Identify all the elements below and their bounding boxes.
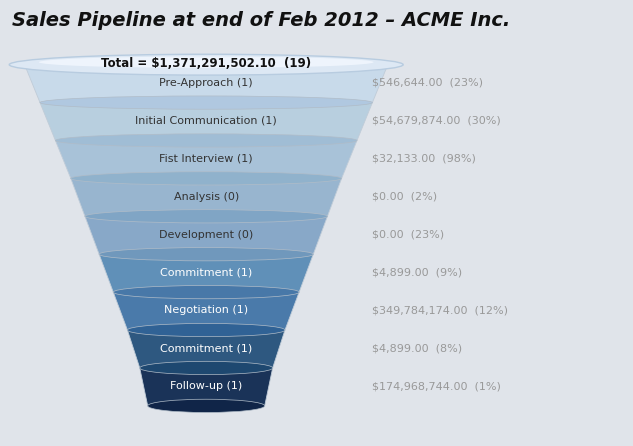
Text: $32,133.00  (98%): $32,133.00 (98%) [372,154,476,164]
Polygon shape [113,292,299,330]
Ellipse shape [127,323,285,337]
Polygon shape [127,330,285,368]
Polygon shape [25,65,388,103]
Text: $349,784,174.00  (12%): $349,784,174.00 (12%) [372,306,508,315]
Text: Negotiation (1): Negotiation (1) [164,306,248,315]
Polygon shape [71,178,342,216]
Text: $546,644.00  (23%): $546,644.00 (23%) [372,78,484,88]
Ellipse shape [85,210,327,223]
Text: $54,679,874.00  (30%): $54,679,874.00 (30%) [372,116,501,126]
Text: $4,899.00  (9%): $4,899.00 (9%) [372,268,463,277]
Text: $0.00  (23%): $0.00 (23%) [372,230,444,240]
Ellipse shape [113,285,299,299]
Polygon shape [140,368,273,406]
Text: Initial Communication (1): Initial Communication (1) [135,116,277,126]
Text: $0.00  (2%): $0.00 (2%) [372,192,437,202]
Ellipse shape [71,172,342,185]
Ellipse shape [56,134,357,147]
Ellipse shape [40,96,372,109]
Ellipse shape [9,54,403,75]
Ellipse shape [140,361,273,375]
Text: Commitment (1): Commitment (1) [160,268,253,277]
Text: Fist Interview (1): Fist Interview (1) [160,154,253,164]
Text: Pre-Approach (1): Pre-Approach (1) [160,78,253,88]
Text: Sales Pipeline at end of Feb 2012 – ACME Inc.: Sales Pipeline at end of Feb 2012 – ACME… [12,11,511,30]
Text: $4,899.00  (8%): $4,899.00 (8%) [372,343,463,353]
Text: $174,968,744.00  (1%): $174,968,744.00 (1%) [372,381,501,391]
Text: Analysis (0): Analysis (0) [173,192,239,202]
Ellipse shape [99,248,313,261]
Polygon shape [40,103,372,140]
Text: Follow-up (1): Follow-up (1) [170,381,242,391]
Text: Total = $1,371,291,502.10  (19): Total = $1,371,291,502.10 (19) [101,57,311,70]
Polygon shape [56,140,357,178]
Ellipse shape [147,399,265,413]
Polygon shape [99,254,313,292]
Polygon shape [85,216,327,254]
Text: Development (0): Development (0) [159,230,253,240]
Text: Commitment (1): Commitment (1) [160,343,253,353]
Ellipse shape [39,57,373,68]
